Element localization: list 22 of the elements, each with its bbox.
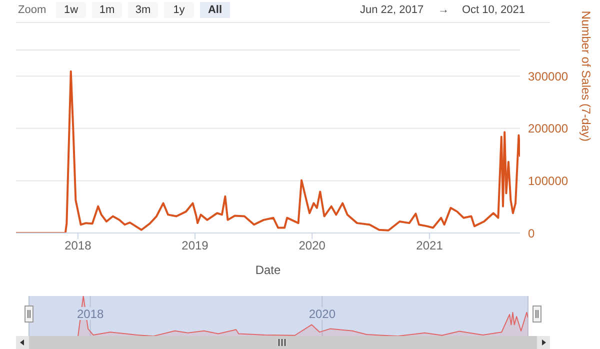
text: 1w	[56, 2, 86, 18]
x-tick-label: 2020	[298, 238, 326, 253]
y-tick-label: 300000	[528, 69, 568, 84]
y-tick-label: 100000	[528, 174, 568, 188]
text: Jun 22, 2017	[360, 3, 424, 18]
x-tick-label: 2020	[308, 307, 336, 321]
y-tick-label: 200000	[528, 122, 568, 136]
text: 3m	[128, 2, 158, 18]
y-tick-label: 0	[528, 226, 535, 240]
text: Zoom	[18, 3, 46, 18]
text: Oct 10, 2021	[462, 3, 525, 18]
x-axis-title: Date	[255, 263, 281, 277]
x-tick-label: 2018	[64, 238, 92, 253]
x-tick-label: 2021	[416, 238, 444, 253]
text: All	[200, 2, 230, 18]
x-tick-label: 2019	[182, 238, 209, 253]
x-tick-label: 2018	[76, 307, 104, 321]
text: 1m	[92, 2, 122, 18]
text: →	[438, 3, 449, 18]
y-axis-title: Number of Sales (7-day)	[578, 10, 593, 142]
line-series	[16, 70, 520, 233]
text: 1y	[164, 2, 194, 18]
